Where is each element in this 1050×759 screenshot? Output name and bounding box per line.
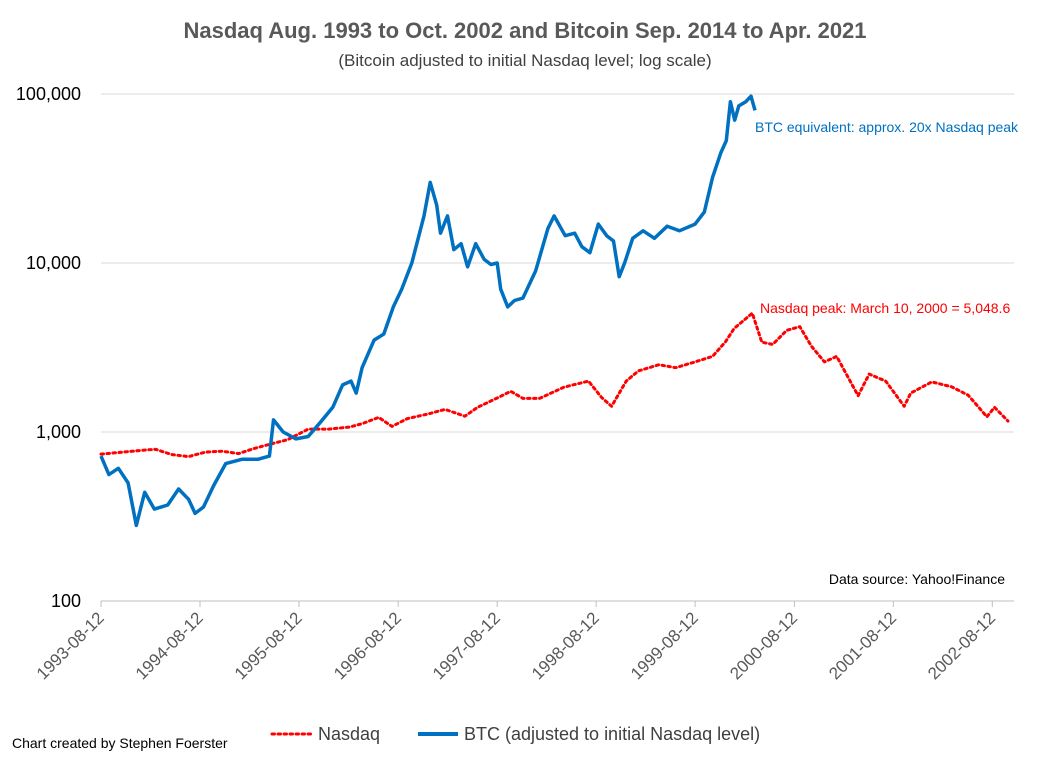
chart-subtitle: (Bitcoin adjusted to initial Nasdaq leve… [338, 51, 711, 70]
x-tick-label: 2000-08-12 [726, 608, 801, 683]
legend-label-btc: BTC (adjusted to initial Nasdaq level) [464, 724, 760, 744]
btc-annotation: BTC equivalent: approx. 20x Nasdaq peak [755, 119, 1019, 135]
x-tick-label: 2002-08-12 [924, 608, 999, 683]
legend-label-nasdaq: Nasdaq [318, 724, 380, 744]
x-tick-label: 1997-08-12 [429, 608, 504, 683]
nasdaq-series-line [99, 311, 1010, 459]
y-axis-ticks: 100 1,000 10,000 100,000 [16, 84, 81, 611]
data-source-note: Data source: Yahoo!Finance [829, 571, 1005, 587]
chart-credit: Chart created by Stephen Foerster [12, 735, 228, 751]
nasdaq-peak-annotation: Nasdaq peak: March 10, 2000 = 5,048.6 [760, 300, 1010, 316]
x-tick-label: 1993-08-12 [33, 608, 108, 683]
y-tick-label: 100,000 [16, 84, 81, 104]
btc-series-line [99, 94, 757, 528]
x-tick-label: 1995-08-12 [231, 608, 306, 683]
y-tick-label: 1,000 [36, 422, 81, 442]
chart-title: Nasdaq Aug. 1993 to Oct. 2002 and Bitcoi… [183, 18, 866, 43]
series-layer [99, 94, 1010, 528]
x-axis: 1993-08-12 1994-08-12 1995-08-12 1996-08-12… [33, 600, 1014, 683]
x-tick-label: 2001-08-12 [825, 608, 900, 683]
y-tick-label: 100 [51, 591, 81, 611]
x-tick-label: 1996-08-12 [330, 608, 405, 683]
x-tick-label: 1999-08-12 [627, 608, 702, 683]
x-tick-label: 1994-08-12 [132, 608, 207, 683]
x-tick-label: 1998-08-12 [528, 608, 603, 683]
y-tick-label: 10,000 [26, 253, 81, 273]
legend: Nasdaq BTC (adjusted to initial Nasdaq l… [270, 724, 760, 744]
gridlines [101, 93, 1014, 602]
